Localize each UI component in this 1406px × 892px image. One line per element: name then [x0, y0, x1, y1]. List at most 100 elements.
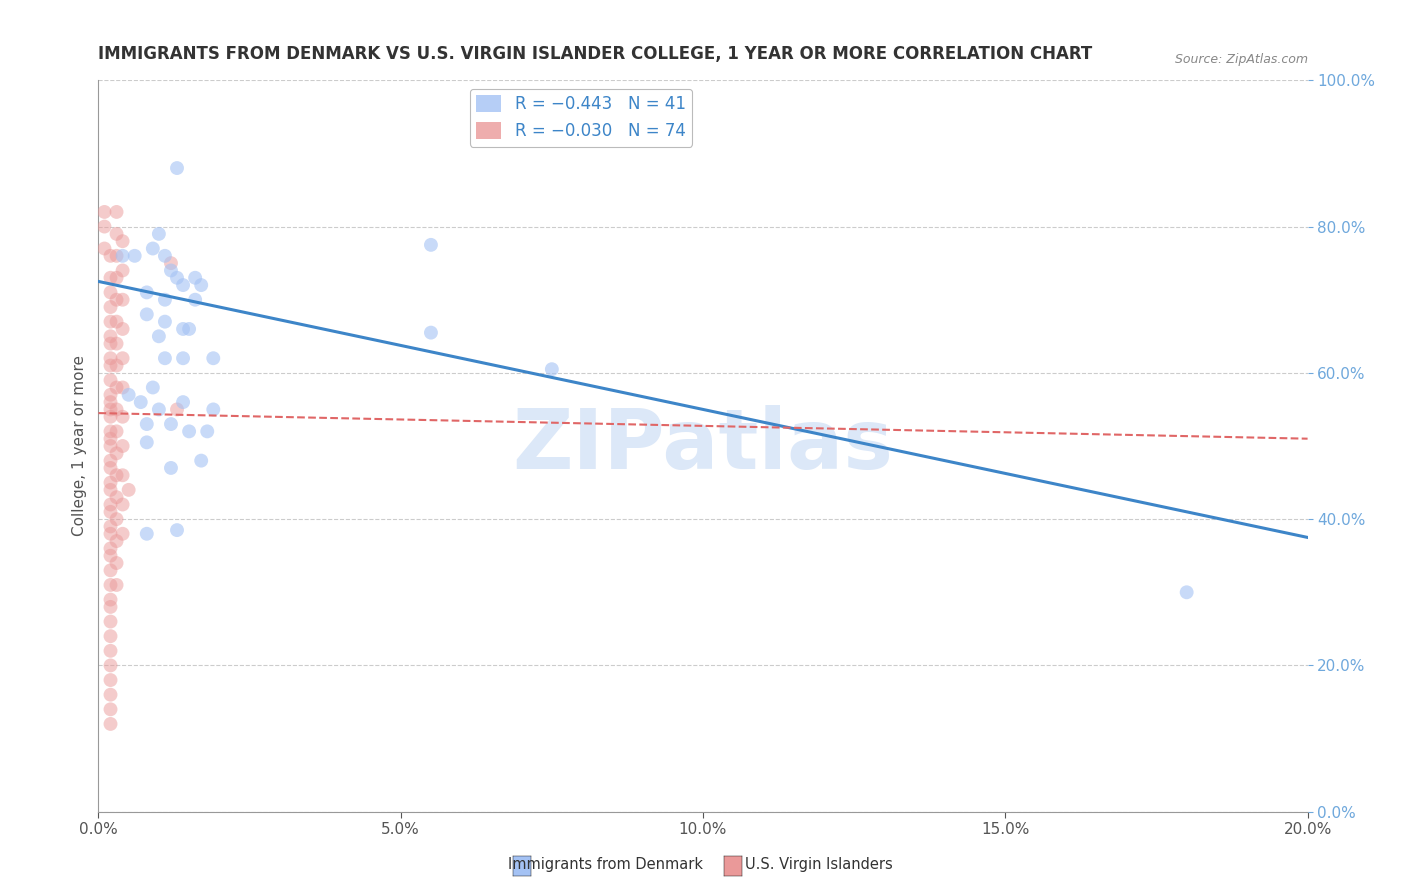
Point — [172, 322, 194, 336]
Point — [100, 329, 122, 343]
Point — [105, 490, 128, 504]
Point — [100, 615, 122, 629]
Point — [100, 285, 122, 300]
Point — [100, 336, 122, 351]
Point — [202, 402, 225, 417]
Point — [179, 322, 201, 336]
Point — [190, 278, 212, 293]
Point — [100, 483, 122, 497]
Point — [105, 578, 128, 592]
Point — [100, 717, 122, 731]
Point — [190, 453, 212, 467]
Point — [111, 249, 134, 263]
Point — [100, 453, 122, 467]
Point — [93, 219, 115, 234]
Point — [100, 432, 122, 446]
Point — [166, 270, 188, 285]
Point — [135, 307, 157, 321]
Point — [100, 475, 122, 490]
Point — [100, 388, 122, 402]
Point — [135, 417, 157, 431]
Point — [105, 227, 128, 241]
Text: Source: ZipAtlas.com: Source: ZipAtlas.com — [1174, 53, 1308, 66]
Point — [100, 541, 122, 556]
Point — [118, 483, 141, 497]
Point — [100, 505, 122, 519]
Point — [129, 395, 152, 409]
Point — [153, 293, 176, 307]
Point — [100, 409, 122, 424]
Point — [100, 578, 122, 592]
Point — [100, 519, 122, 533]
Text: Immigrants from Denmark: Immigrants from Denmark — [508, 857, 703, 872]
Point — [105, 315, 128, 329]
Point — [148, 329, 170, 343]
Point — [111, 468, 134, 483]
Point — [153, 351, 176, 366]
Point — [100, 563, 122, 577]
Point — [172, 395, 194, 409]
Point — [135, 285, 157, 300]
Legend: R = −0.443   N = 41, R = −0.030   N = 74: R = −0.443 N = 41, R = −0.030 N = 74 — [470, 88, 692, 146]
Point — [100, 526, 122, 541]
Point — [1175, 585, 1198, 599]
Point — [160, 417, 183, 431]
Point — [202, 351, 225, 366]
Point — [420, 237, 443, 252]
Text: ZIPatlas: ZIPatlas — [513, 406, 893, 486]
Point — [100, 425, 122, 439]
Point — [111, 526, 134, 541]
Point — [172, 351, 194, 366]
Point — [105, 380, 128, 394]
Point — [111, 439, 134, 453]
Point — [142, 242, 165, 256]
Point — [105, 468, 128, 483]
Point — [166, 402, 188, 417]
Point — [100, 402, 122, 417]
Point — [124, 249, 146, 263]
Point — [105, 205, 128, 219]
Point — [111, 380, 134, 394]
Point — [172, 278, 194, 293]
Point — [100, 351, 122, 366]
Point — [160, 256, 183, 270]
Point — [93, 242, 115, 256]
Point — [100, 599, 122, 614]
Point — [100, 498, 122, 512]
Point — [148, 402, 170, 417]
Point — [184, 270, 207, 285]
Point — [105, 270, 128, 285]
Point — [160, 263, 183, 277]
Point — [100, 461, 122, 475]
Point — [105, 359, 128, 373]
Point — [93, 205, 115, 219]
Point — [100, 439, 122, 453]
Point — [100, 373, 122, 387]
Point — [105, 402, 128, 417]
Point — [111, 263, 134, 277]
Point — [153, 249, 176, 263]
Point — [105, 556, 128, 570]
Text: IMMIGRANTS FROM DENMARK VS U.S. VIRGIN ISLANDER COLLEGE, 1 YEAR OR MORE CORRELAT: IMMIGRANTS FROM DENMARK VS U.S. VIRGIN I… — [98, 45, 1092, 63]
Point — [105, 425, 128, 439]
Point — [100, 249, 122, 263]
Point — [100, 300, 122, 314]
Point — [100, 688, 122, 702]
Point — [135, 526, 157, 541]
Text: U.S. Virgin Islanders: U.S. Virgin Islanders — [745, 857, 893, 872]
Point — [105, 534, 128, 549]
Point — [195, 425, 218, 439]
Point — [105, 512, 128, 526]
Point — [100, 270, 122, 285]
Point — [111, 351, 134, 366]
Point — [118, 388, 141, 402]
Point — [148, 227, 170, 241]
Point — [100, 702, 122, 716]
Point — [100, 629, 122, 643]
Point — [420, 326, 443, 340]
Point — [100, 395, 122, 409]
Point — [111, 409, 134, 424]
Point — [111, 293, 134, 307]
Point — [100, 644, 122, 658]
Point — [166, 523, 188, 537]
